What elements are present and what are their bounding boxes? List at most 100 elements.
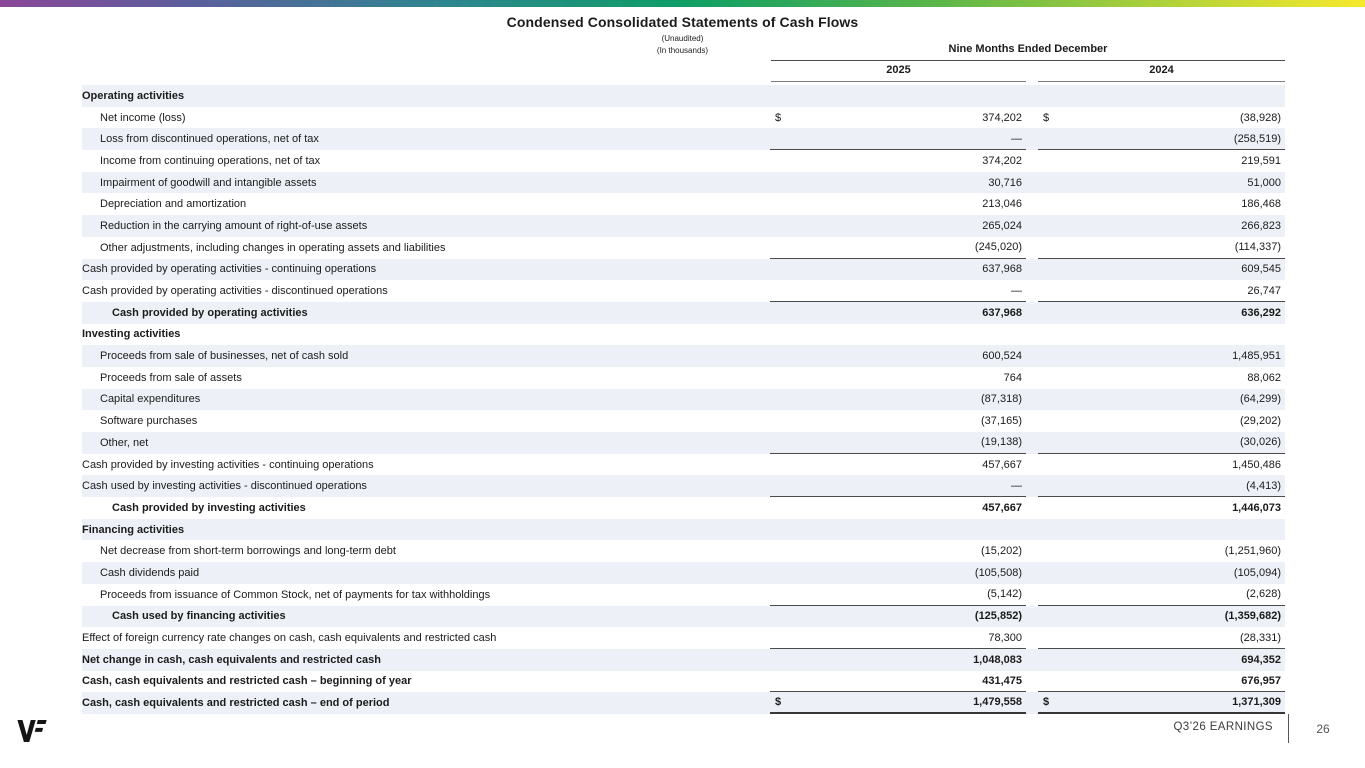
value-cell-2025: $374,202 xyxy=(770,107,1026,129)
table-row: Cash provided by operating activities - … xyxy=(82,280,1285,302)
value-cell-2025: 600,524 xyxy=(770,345,1026,367)
cell-value: 431,475 xyxy=(982,674,1022,687)
value-cell-2024: 609,545 xyxy=(1038,259,1285,281)
column-gap xyxy=(1026,497,1038,519)
column-gap xyxy=(1026,324,1038,346)
value-cell-2024: (258,519) xyxy=(1038,128,1285,151)
column-gap xyxy=(1026,410,1038,432)
cell-value: 457,667 xyxy=(982,458,1022,471)
cell-value: (29,202) xyxy=(1240,415,1281,428)
row-label: Loss from discontinued operations, net o… xyxy=(100,133,319,146)
cell-value: 1,371,309 xyxy=(1232,696,1281,709)
column-header-2025: 2025 xyxy=(771,64,1026,82)
row-label: Net change in cash, cash equivalents and… xyxy=(82,653,381,666)
column-gap xyxy=(1026,150,1038,172)
row-label: Proceeds from sale of assets xyxy=(100,371,242,384)
brand-gradient-bar xyxy=(0,0,1365,7)
cell-value: 186,468 xyxy=(1241,198,1281,211)
column-gap xyxy=(1026,367,1038,389)
table-row: Cash provided by operating activities 637… xyxy=(82,301,1285,324)
table-row: Investing activities xyxy=(82,324,1285,346)
value-cell-2024: 88,062 xyxy=(1038,367,1285,389)
value-cell-2025 xyxy=(770,85,1026,107)
value-cell-2024: 186,468 xyxy=(1038,193,1285,215)
value-cell-2025: 764 xyxy=(770,367,1026,389)
cell-value: 457,667 xyxy=(982,501,1022,514)
cell-value: 1,450,486 xyxy=(1232,458,1281,471)
column-gap xyxy=(1026,237,1038,259)
value-cell-2024: 26,747 xyxy=(1038,280,1285,302)
table-row: Net income (loss) $374,202 $ (38,928) xyxy=(82,107,1285,129)
cash-flow-table: Operating activities Net income (loss) $37… xyxy=(82,85,1285,714)
value-cell-2024: 636,292 xyxy=(1038,302,1285,324)
value-cell-2024: (64,299) xyxy=(1038,389,1285,411)
dollar-sign: $ xyxy=(1043,111,1050,124)
row-label: Income from continuing operations, net o… xyxy=(100,154,321,167)
column-gap xyxy=(1026,128,1038,150)
cell-value: (105,508) xyxy=(974,566,1022,579)
cell-value: (30,026) xyxy=(1240,436,1281,449)
value-cell-2024 xyxy=(1038,519,1285,541)
value-cell-2025: 431,475 xyxy=(770,671,1026,693)
cell-value: 374,202 xyxy=(982,154,1022,167)
table-row: Cash, cash equivalents and restricted ca… xyxy=(82,671,1285,693)
value-cell-2024: 1,485,951 xyxy=(1038,345,1285,367)
table-row: Cash provided by investing activities - … xyxy=(82,454,1285,476)
value-cell-2025 xyxy=(770,324,1026,346)
value-cell-2025: (87,318) xyxy=(770,389,1026,411)
cell-value: 1,446,073 xyxy=(1232,501,1281,514)
value-cell-2024: $ (38,928) xyxy=(1038,107,1285,129)
value-cell-2025: 213,046 xyxy=(770,193,1026,215)
cell-value: (38,928) xyxy=(1240,111,1281,124)
cell-value: (258,519) xyxy=(1233,132,1281,145)
table-row: Reduction in the carrying amount of righ… xyxy=(82,215,1285,237)
column-gap xyxy=(1026,280,1038,302)
value-cell-2025: 265,024 xyxy=(770,215,1026,237)
cell-value: 694,352 xyxy=(1241,653,1281,666)
table-row: Proceeds from sale of assets 764 88,062 xyxy=(82,367,1285,389)
cell-value: 1,048,083 xyxy=(973,653,1022,666)
cell-value: 764 xyxy=(1003,371,1022,384)
value-cell-2025: 78,300 xyxy=(770,627,1026,649)
value-cell-2024: (105,094) xyxy=(1038,562,1285,584)
column-gap xyxy=(1026,389,1038,411)
table-row: Cash provided by investing activities 457… xyxy=(82,497,1285,519)
row-label: Cash, cash equivalents and restricted ca… xyxy=(82,675,412,688)
value-cell-2025: 374,202 xyxy=(770,150,1026,172)
value-cell-2025: 30,716 xyxy=(770,172,1026,194)
cell-value: (87,318) xyxy=(981,393,1022,406)
row-label: Cash provided by operating activities - … xyxy=(82,263,377,276)
value-cell-2024 xyxy=(1038,85,1285,107)
table-row: Impairment of goodwill and intangible as… xyxy=(82,171,1285,194)
table-row: Depreciation and amortization 213,046 186,… xyxy=(82,193,1285,215)
row-label: Effect of foreign currency rate changes … xyxy=(82,632,497,645)
value-cell-2025: $1,479,558 xyxy=(770,692,1026,714)
row-label: Other adjustments, including changes in … xyxy=(100,241,446,254)
table-row: Software purchases (37,165) (29,202) xyxy=(82,410,1285,432)
value-cell-2024: (4,413) xyxy=(1038,475,1285,498)
row-label: Proceeds from issuance of Common Stock, … xyxy=(100,588,491,601)
value-cell-2024: 694,352 xyxy=(1038,649,1285,671)
page-title: Condensed Consolidated Statements of Cas… xyxy=(506,14,859,30)
table-row: Effect of foreign currency rate changes … xyxy=(82,627,1285,649)
dollar-sign: $ xyxy=(1043,696,1050,709)
value-cell-2025: (5,142) xyxy=(770,584,1026,606)
vf-logo-icon xyxy=(17,719,47,743)
table-row: Cash used by investing activities - disc… xyxy=(82,475,1285,498)
row-label: Cash used by financing activities xyxy=(112,610,286,623)
row-label: Cash dividends paid xyxy=(100,566,200,579)
cell-value: (105,094) xyxy=(1233,566,1281,579)
value-cell-2025: (37,165) xyxy=(770,410,1026,432)
cell-value: — xyxy=(1011,132,1022,145)
cell-value: (245,020) xyxy=(974,241,1022,254)
cell-value: 30,716 xyxy=(988,176,1022,189)
column-gap xyxy=(1026,519,1038,541)
table-row: Cash provided by operating activities - … xyxy=(82,258,1285,281)
value-cell-2025: 637,968 xyxy=(770,259,1026,281)
row-label: Cash provided by investing activities xyxy=(112,501,306,514)
row-label: Reduction in the carrying amount of righ… xyxy=(100,219,368,232)
value-cell-2025 xyxy=(770,519,1026,541)
column-header-2024: 2024 xyxy=(1038,64,1285,82)
row-label: Cash provided by operating activities - … xyxy=(82,285,388,298)
cell-value: 213,046 xyxy=(982,198,1022,211)
